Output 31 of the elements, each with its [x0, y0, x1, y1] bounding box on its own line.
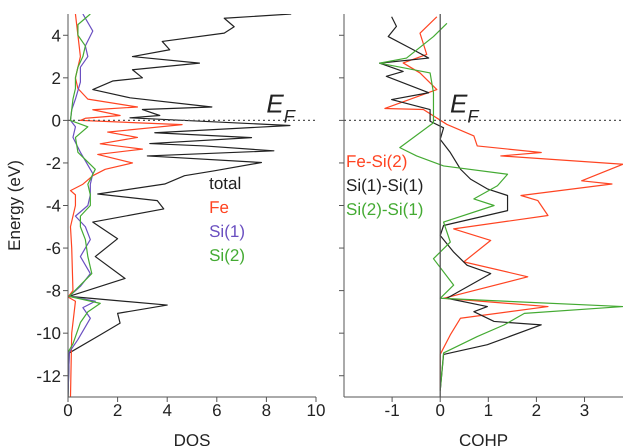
x-tick-label: 4: [162, 401, 172, 420]
y-tick-label: -8: [46, 282, 61, 301]
x-tick-label: 10: [306, 401, 326, 420]
y-tick-label: -12: [36, 366, 61, 386]
text: Si(1)-Si(1): [346, 175, 424, 197]
ref-line-label: E$_{F}$: [266, 88, 296, 126]
x-tick-label: 8: [262, 401, 272, 420]
y-tick-label: -2: [46, 154, 61, 173]
y-tick-label: -10: [36, 324, 61, 344]
text: Si(1): [209, 221, 245, 243]
x-tick-label: 1: [484, 401, 494, 420]
y-tick-label: 4: [52, 26, 61, 46]
y-axis-title: Energy (eV): [5, 160, 24, 251]
y-tick-label: -4: [46, 196, 61, 216]
y-tick-label: -6: [46, 239, 61, 258]
ref-line-label: E$_{F}$: [450, 88, 480, 126]
x-axis-title: COHP: [458, 431, 508, 446]
series-label: Si(2)-Si(1): [346, 199, 424, 221]
x-tick-label: -1: [384, 401, 400, 420]
text: Fe-Si(2): [346, 151, 408, 173]
y-tick-label: 0: [52, 111, 61, 130]
x-tick-label: 6: [212, 401, 222, 420]
text: Fe: [209, 197, 230, 219]
series-label: total: [209, 173, 242, 195]
x-tick-label: 2: [532, 401, 542, 420]
x-tick-label: 2: [112, 401, 122, 420]
x-tick-label: 0: [435, 401, 445, 420]
y-tick-label: 2: [52, 68, 61, 88]
x-axis-title: DOS: [174, 431, 210, 446]
x-tick-label: 3: [580, 401, 590, 420]
text: Si(2): [209, 245, 245, 267]
